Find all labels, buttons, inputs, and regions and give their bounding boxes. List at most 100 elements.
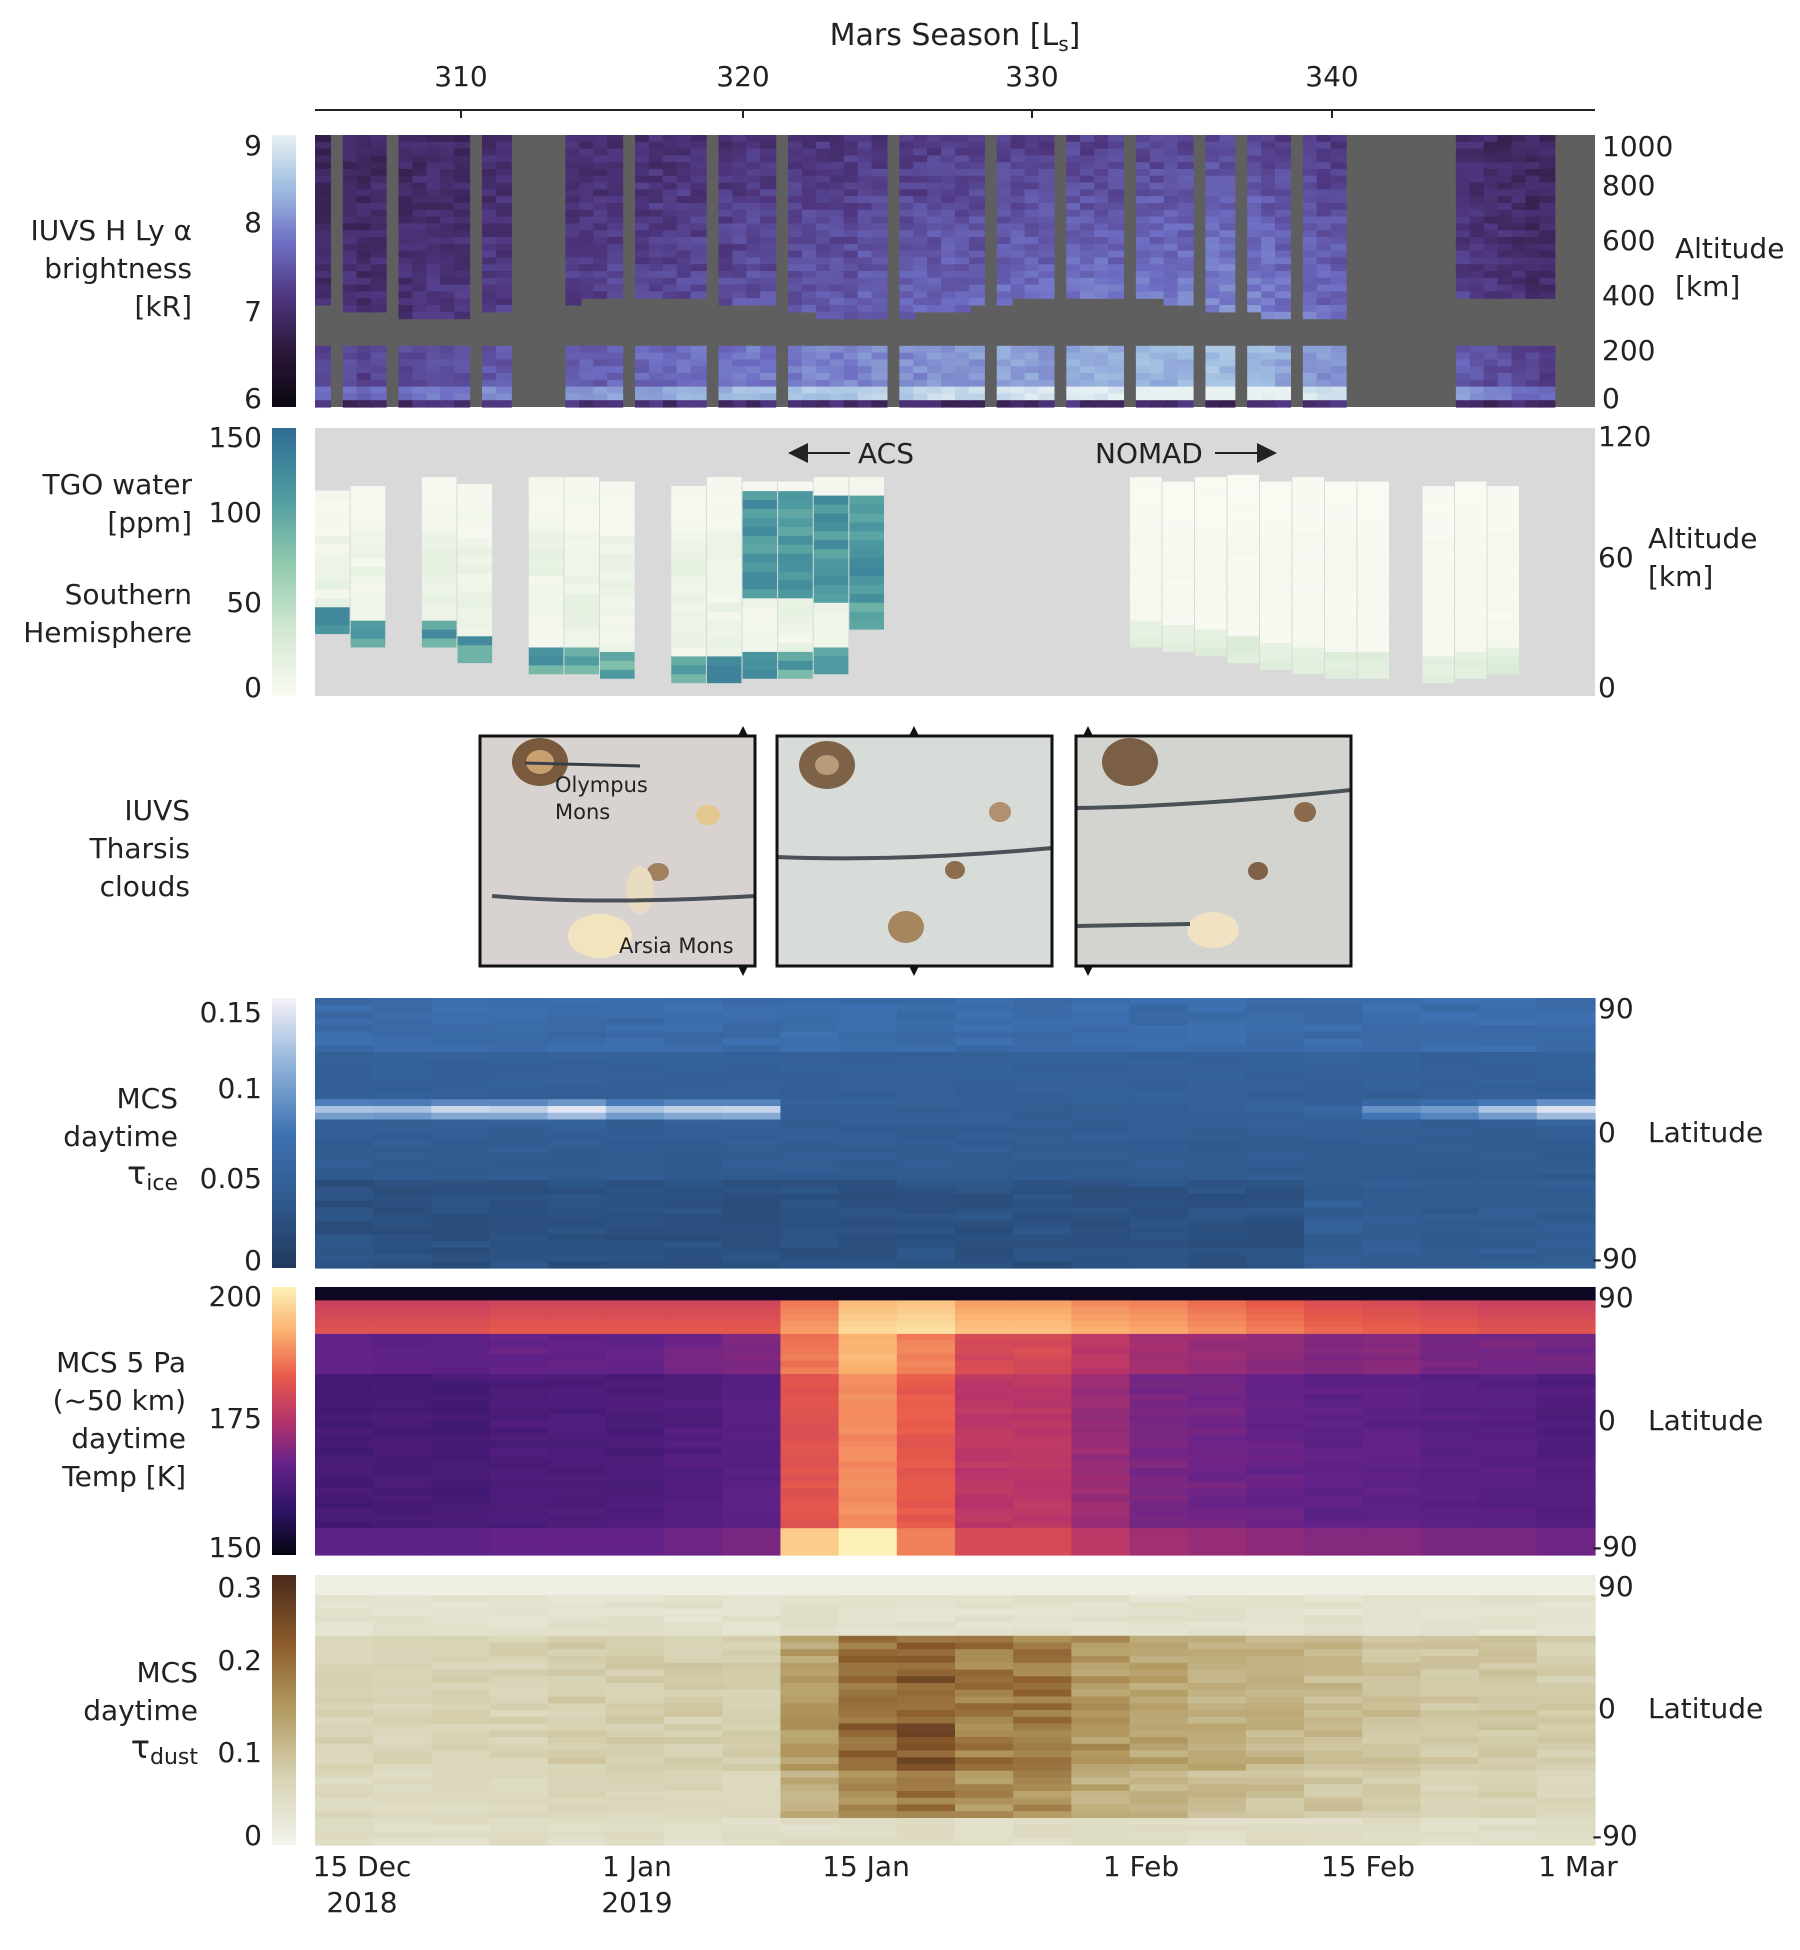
heatmap-cell xyxy=(896,1146,956,1154)
heatmap-cell xyxy=(1525,250,1542,258)
heatmap-cell xyxy=(780,1320,840,1328)
heatmap-cell xyxy=(565,135,582,143)
heatmap-cell xyxy=(1094,345,1111,354)
heatmap-cell xyxy=(955,1534,1014,1543)
heatmap-cell xyxy=(1129,1038,1189,1046)
heatmap-cell xyxy=(1205,373,1222,381)
heatmap-cell xyxy=(1455,223,1472,231)
heatmap-cell xyxy=(1316,373,1333,381)
heatmap-cell xyxy=(722,1354,782,1362)
heatmap-cell xyxy=(1302,393,1319,401)
profile-column xyxy=(1455,481,1487,679)
heatmap-cell xyxy=(1129,1227,1189,1235)
profile-cell xyxy=(849,584,884,594)
heatmap-cell xyxy=(955,1214,1014,1222)
heatmap-cell xyxy=(664,1254,723,1262)
heatmap-cell xyxy=(547,1004,607,1013)
heatmap-cell xyxy=(1525,284,1542,292)
heatmap-cell xyxy=(1129,1018,1189,1026)
heatmap-cell xyxy=(1038,223,1055,231)
heatmap-cell xyxy=(1362,1528,1422,1536)
heatmap-cell xyxy=(315,1791,374,1799)
heatmap-cell xyxy=(356,250,373,258)
heatmap-cell xyxy=(431,1528,491,1536)
heatmap-cell xyxy=(1245,1421,1305,1429)
heatmap-cell xyxy=(718,400,735,408)
profile-cell xyxy=(742,606,778,617)
heatmap-cell xyxy=(1275,366,1291,374)
heatmap-cell xyxy=(955,1514,1014,1523)
heatmap-cell xyxy=(664,1421,723,1429)
heatmap-cell xyxy=(605,1085,665,1094)
heatmap-cell xyxy=(1066,271,1083,279)
heatmap-cell xyxy=(1129,1300,1189,1308)
heatmap-cell xyxy=(1455,203,1472,211)
heatmap-cell xyxy=(899,352,916,360)
heatmap-cell xyxy=(431,1629,491,1637)
heatmap-cell xyxy=(1038,379,1055,388)
heatmap-cell xyxy=(1066,169,1083,177)
heatmap-cell xyxy=(1187,1374,1247,1382)
heatmap-cell xyxy=(605,1106,665,1114)
heatmap-cell xyxy=(896,1461,956,1469)
heatmap-cell xyxy=(315,1521,374,1529)
colorbar-tick: 9 xyxy=(244,129,262,162)
heatmap-cell xyxy=(1187,1300,1247,1308)
heatmap-cell xyxy=(1080,189,1097,197)
heatmap-cell xyxy=(746,250,763,258)
heatmap-cell xyxy=(780,1447,840,1456)
heatmap-cell xyxy=(1420,1340,1480,1348)
heatmap-cell xyxy=(605,1649,665,1657)
heatmap-cell xyxy=(431,1133,491,1141)
heatmap-cell xyxy=(941,305,958,313)
heatmap-cell xyxy=(1525,223,1542,231)
heatmap-cell xyxy=(431,1374,491,1382)
heatmap-cell xyxy=(1149,196,1166,204)
heatmap-cell xyxy=(899,257,916,265)
heatmap-cell xyxy=(315,1065,374,1073)
heatmap-cell xyxy=(1302,366,1319,374)
profile-cell xyxy=(600,517,635,527)
heatmap-cell xyxy=(431,1534,491,1543)
heatmap-cell xyxy=(431,1649,491,1657)
heatmap-cell xyxy=(1420,1367,1480,1375)
heatmap-cell xyxy=(955,1220,1014,1229)
heatmap-cell xyxy=(1205,223,1222,231)
heatmap-cell xyxy=(927,223,944,231)
heatmap-cell xyxy=(1330,189,1347,197)
heatmap-cell xyxy=(1245,1521,1305,1529)
heatmap-cell xyxy=(440,162,457,170)
heatmap-cell xyxy=(1362,1494,1422,1502)
heatmap-cell xyxy=(732,223,749,231)
heatmap-cell xyxy=(648,209,665,218)
heatmap-cell xyxy=(760,373,777,381)
heatmap-cell xyxy=(605,1441,665,1449)
heatmap-cell xyxy=(315,1629,374,1637)
heatmap-cell xyxy=(1469,400,1486,408)
heatmap-cell xyxy=(489,1797,549,1806)
heatmap-cell xyxy=(373,1085,432,1094)
heatmap-cell xyxy=(664,1595,723,1603)
profile-cell xyxy=(1162,579,1194,590)
heatmap-cell xyxy=(896,1441,956,1449)
heatmap-cell xyxy=(431,1454,491,1462)
heatmap-cell xyxy=(431,1160,491,1168)
heatmap-cell xyxy=(373,1838,432,1846)
heatmap-cell xyxy=(1362,1220,1422,1229)
heatmap-cell xyxy=(780,1347,840,1355)
heatmap-cell xyxy=(1149,291,1166,299)
heatmap-cell xyxy=(1013,1058,1072,1067)
heatmap-cell xyxy=(955,1092,1014,1100)
heatmap-cell xyxy=(896,1139,956,1148)
heatmap-cell xyxy=(1330,379,1347,388)
heatmap-cell xyxy=(412,400,429,408)
heatmap-cell xyxy=(605,1065,665,1073)
heatmap-cell xyxy=(547,1723,607,1731)
heatmap-cell xyxy=(1071,1380,1131,1389)
heatmap-cell xyxy=(760,148,777,156)
heatmap-column xyxy=(1071,998,1131,1269)
heatmap-cell xyxy=(1066,237,1083,245)
heatmap-cell xyxy=(315,345,331,354)
heatmap-cell xyxy=(1362,1394,1422,1402)
profile-cell xyxy=(671,620,706,630)
